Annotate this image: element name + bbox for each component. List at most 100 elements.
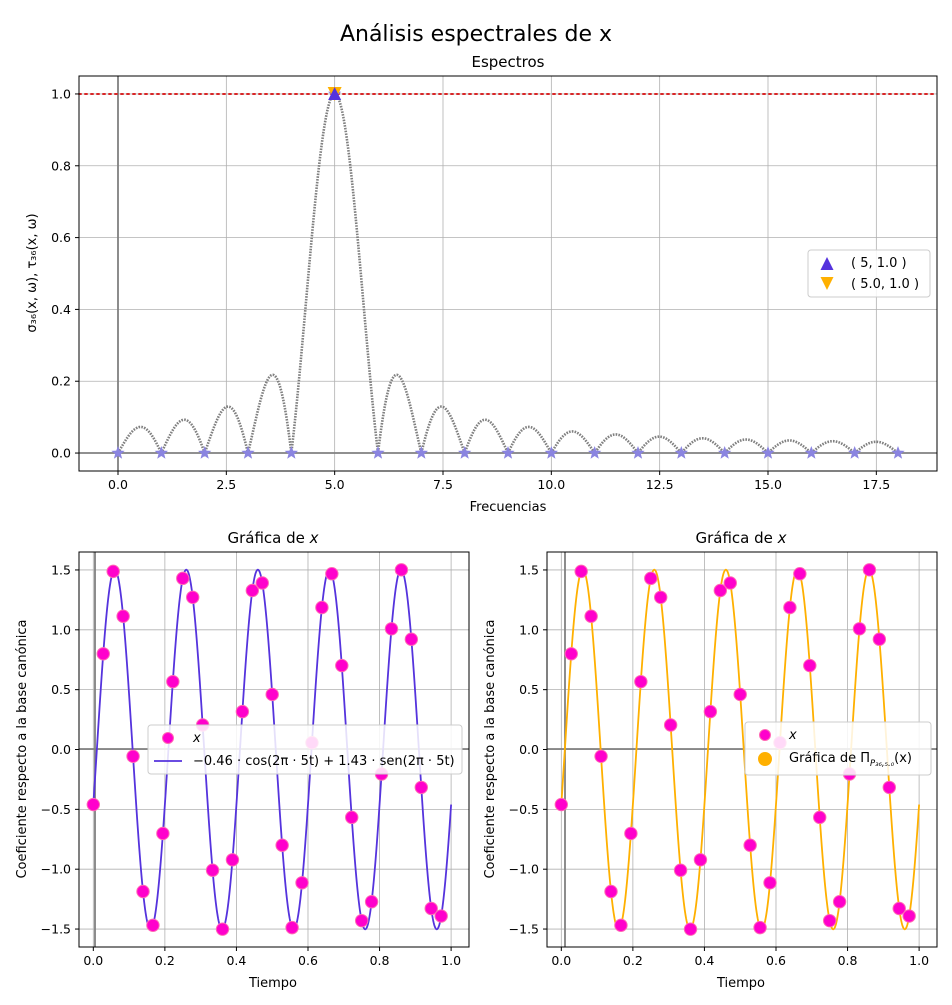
spectrum-legend-label-0: ( 5, 1.0 ) xyxy=(851,256,907,271)
spectrum-y-tick-label-2: 0.4 xyxy=(51,302,71,317)
right-legend-label-1: Gráfica de ΠP₃₆,₅.₀(x) xyxy=(789,751,912,769)
spectrum-peak-triangle-up xyxy=(328,86,342,100)
br-sample-point-27 xyxy=(822,913,837,928)
spectrum-legend-label-1: ( 5.0, 1.0 ) xyxy=(851,277,919,292)
bl-sample-point-32 xyxy=(404,632,419,646)
spectrum-frame xyxy=(78,75,938,472)
bl-sample-point-31 xyxy=(394,563,409,577)
br-x-tick-label-4: 0.8 xyxy=(838,953,858,968)
bl-sample-point-35 xyxy=(434,909,448,923)
br-sample-point-21 xyxy=(763,876,777,890)
br-x-tick-label-0: 0.0 xyxy=(551,953,571,968)
bl-sample-point-28 xyxy=(364,895,379,909)
spectrum-y-tick-label-5: 1.0 xyxy=(51,86,71,101)
br-sample-point-19 xyxy=(743,838,757,852)
right-samples xyxy=(554,563,916,936)
spectrum-x-tick-label-6: 15.0 xyxy=(754,477,782,492)
left-legend-dot xyxy=(162,732,174,744)
br-sample-point-2 xyxy=(574,564,588,579)
bl-sample-point-24 xyxy=(325,567,339,581)
br-sample-point-35 xyxy=(902,909,916,923)
right-legend: x Gráfica de ΠP₃₆,₅.₀(x) xyxy=(744,721,932,776)
br-sample-point-28 xyxy=(832,895,847,909)
left-x-ticks: 0.0 0.2 0.4 0.6 0.8 1.0 xyxy=(83,947,461,968)
spectrum-star-4 xyxy=(284,446,298,459)
bl-sample-point-19 xyxy=(275,838,289,852)
signal-chart-right: Gráfica de x 0.0 0.2 0.4 0.6 0.8 1.0 −1.5 −1.0… xyxy=(483,529,938,991)
right-legend-label-sub: P₃₆,₅.₀ xyxy=(870,759,895,769)
bl-sample-point-4 xyxy=(126,749,140,764)
br-y-tick-label-1: −1.0 xyxy=(509,862,539,877)
bl-sample-point-0 xyxy=(86,797,101,812)
spectrum-x-label: Frecuencias xyxy=(470,500,547,515)
right-x-label: Tiempo xyxy=(716,976,765,991)
br-x-tick-label-1: 0.2 xyxy=(623,953,643,968)
spectrum-star-18 xyxy=(891,446,905,459)
br-sample-point-13 xyxy=(683,922,698,936)
bl-y-tick-label-5: 1.0 xyxy=(51,622,71,637)
br-sample-point-15 xyxy=(703,704,718,719)
triangle-down-icon xyxy=(820,277,834,290)
br-sample-point-5 xyxy=(604,884,618,899)
br-sample-point-4 xyxy=(594,749,608,764)
bl-sample-point-16 xyxy=(245,583,260,598)
bl-sample-point-23 xyxy=(315,600,329,615)
bl-x-tick-label-0: 0.0 xyxy=(83,953,103,968)
bl-y-tick-label-2: −0.5 xyxy=(41,802,71,817)
spectrum-y-tick-label-4: 0.8 xyxy=(51,158,71,173)
spectrum-curve xyxy=(116,92,899,457)
bl-sample-point-17 xyxy=(255,576,269,590)
right-legend-label-main: Gráfica de Π xyxy=(789,751,870,766)
spectrum-star-1 xyxy=(154,446,168,459)
bl-sample-point-1 xyxy=(96,647,110,661)
right-legend-label-suffix: (x) xyxy=(894,751,912,766)
spectrum-x-tick-label-5: 12.5 xyxy=(646,477,674,492)
br-sample-point-0 xyxy=(554,797,569,812)
spectrum-star-14 xyxy=(718,446,732,459)
br-sample-point-16 xyxy=(713,583,728,598)
br-sample-point-3 xyxy=(584,609,598,623)
left-x-label: Tiempo xyxy=(248,976,297,991)
spectrum-x-tick-label-2: 5.0 xyxy=(325,477,345,492)
spectrum-chart: Espectros 0.0 2.5 5.0 7.5 10.0 12.5 15.0 17.5 0… xyxy=(25,53,938,515)
bl-sample-point-33 xyxy=(414,780,428,795)
spectrum-peak-markers xyxy=(327,86,342,101)
spectrum-y-tick-label-0: 0.0 xyxy=(51,446,71,461)
left-legend-label-1: −0.46 · cos(2π · 5t) + 1.43 · sen(2π · 5… xyxy=(193,754,455,769)
left-legend-label-0: x xyxy=(192,731,201,746)
bl-y-tick-label-1: −1.0 xyxy=(41,862,71,877)
br-sample-point-23 xyxy=(783,600,797,615)
bl-sample-point-18 xyxy=(265,687,279,702)
spectrum-star-8 xyxy=(458,446,472,459)
bl-sample-point-30 xyxy=(384,622,399,636)
bl-x-tick-label-5: 1.0 xyxy=(441,953,461,968)
bl-x-tick-label-4: 0.8 xyxy=(370,953,390,968)
right-legend-box xyxy=(744,721,932,776)
spectrum-y-tick-label-1: 0.2 xyxy=(51,374,71,389)
spectrum-y-ticks: 0.0 0.2 0.4 0.6 0.8 1.0 xyxy=(51,86,79,461)
bl-y-tick-label-6: 1.5 xyxy=(51,562,71,577)
br-sample-point-18 xyxy=(733,687,747,702)
spectrum-star-2 xyxy=(198,446,212,459)
figure-title: Análisis espectrales de x xyxy=(340,22,612,47)
spectrum-star-0 xyxy=(111,446,125,459)
bl-sample-point-34 xyxy=(424,901,438,916)
bl-sample-point-8 xyxy=(166,674,180,689)
spectrum-y-tick-label-3: 0.6 xyxy=(51,230,71,245)
bl-sample-point-3 xyxy=(116,609,130,623)
bl-sample-point-2 xyxy=(106,564,120,579)
spectrum-x-ticks: 0.0 2.5 5.0 7.5 10.0 12.5 15.0 17.5 xyxy=(108,471,890,492)
spectrum-star-13 xyxy=(674,446,688,459)
br-x-tick-label-2: 0.4 xyxy=(694,953,714,968)
triangle-up-icon xyxy=(820,257,834,270)
br-x-tick-label-3: 0.6 xyxy=(766,953,786,968)
spectrum-x-tick-label-3: 7.5 xyxy=(433,477,453,492)
spectrum-star-7 xyxy=(414,446,428,459)
br-sample-point-25 xyxy=(803,658,817,673)
br-y-tick-label-3: 0.0 xyxy=(519,742,539,757)
bl-sample-point-15 xyxy=(235,704,250,719)
right-legend-dot xyxy=(759,729,771,741)
br-sample-point-7 xyxy=(624,826,638,841)
bl-sample-point-25 xyxy=(335,658,349,673)
